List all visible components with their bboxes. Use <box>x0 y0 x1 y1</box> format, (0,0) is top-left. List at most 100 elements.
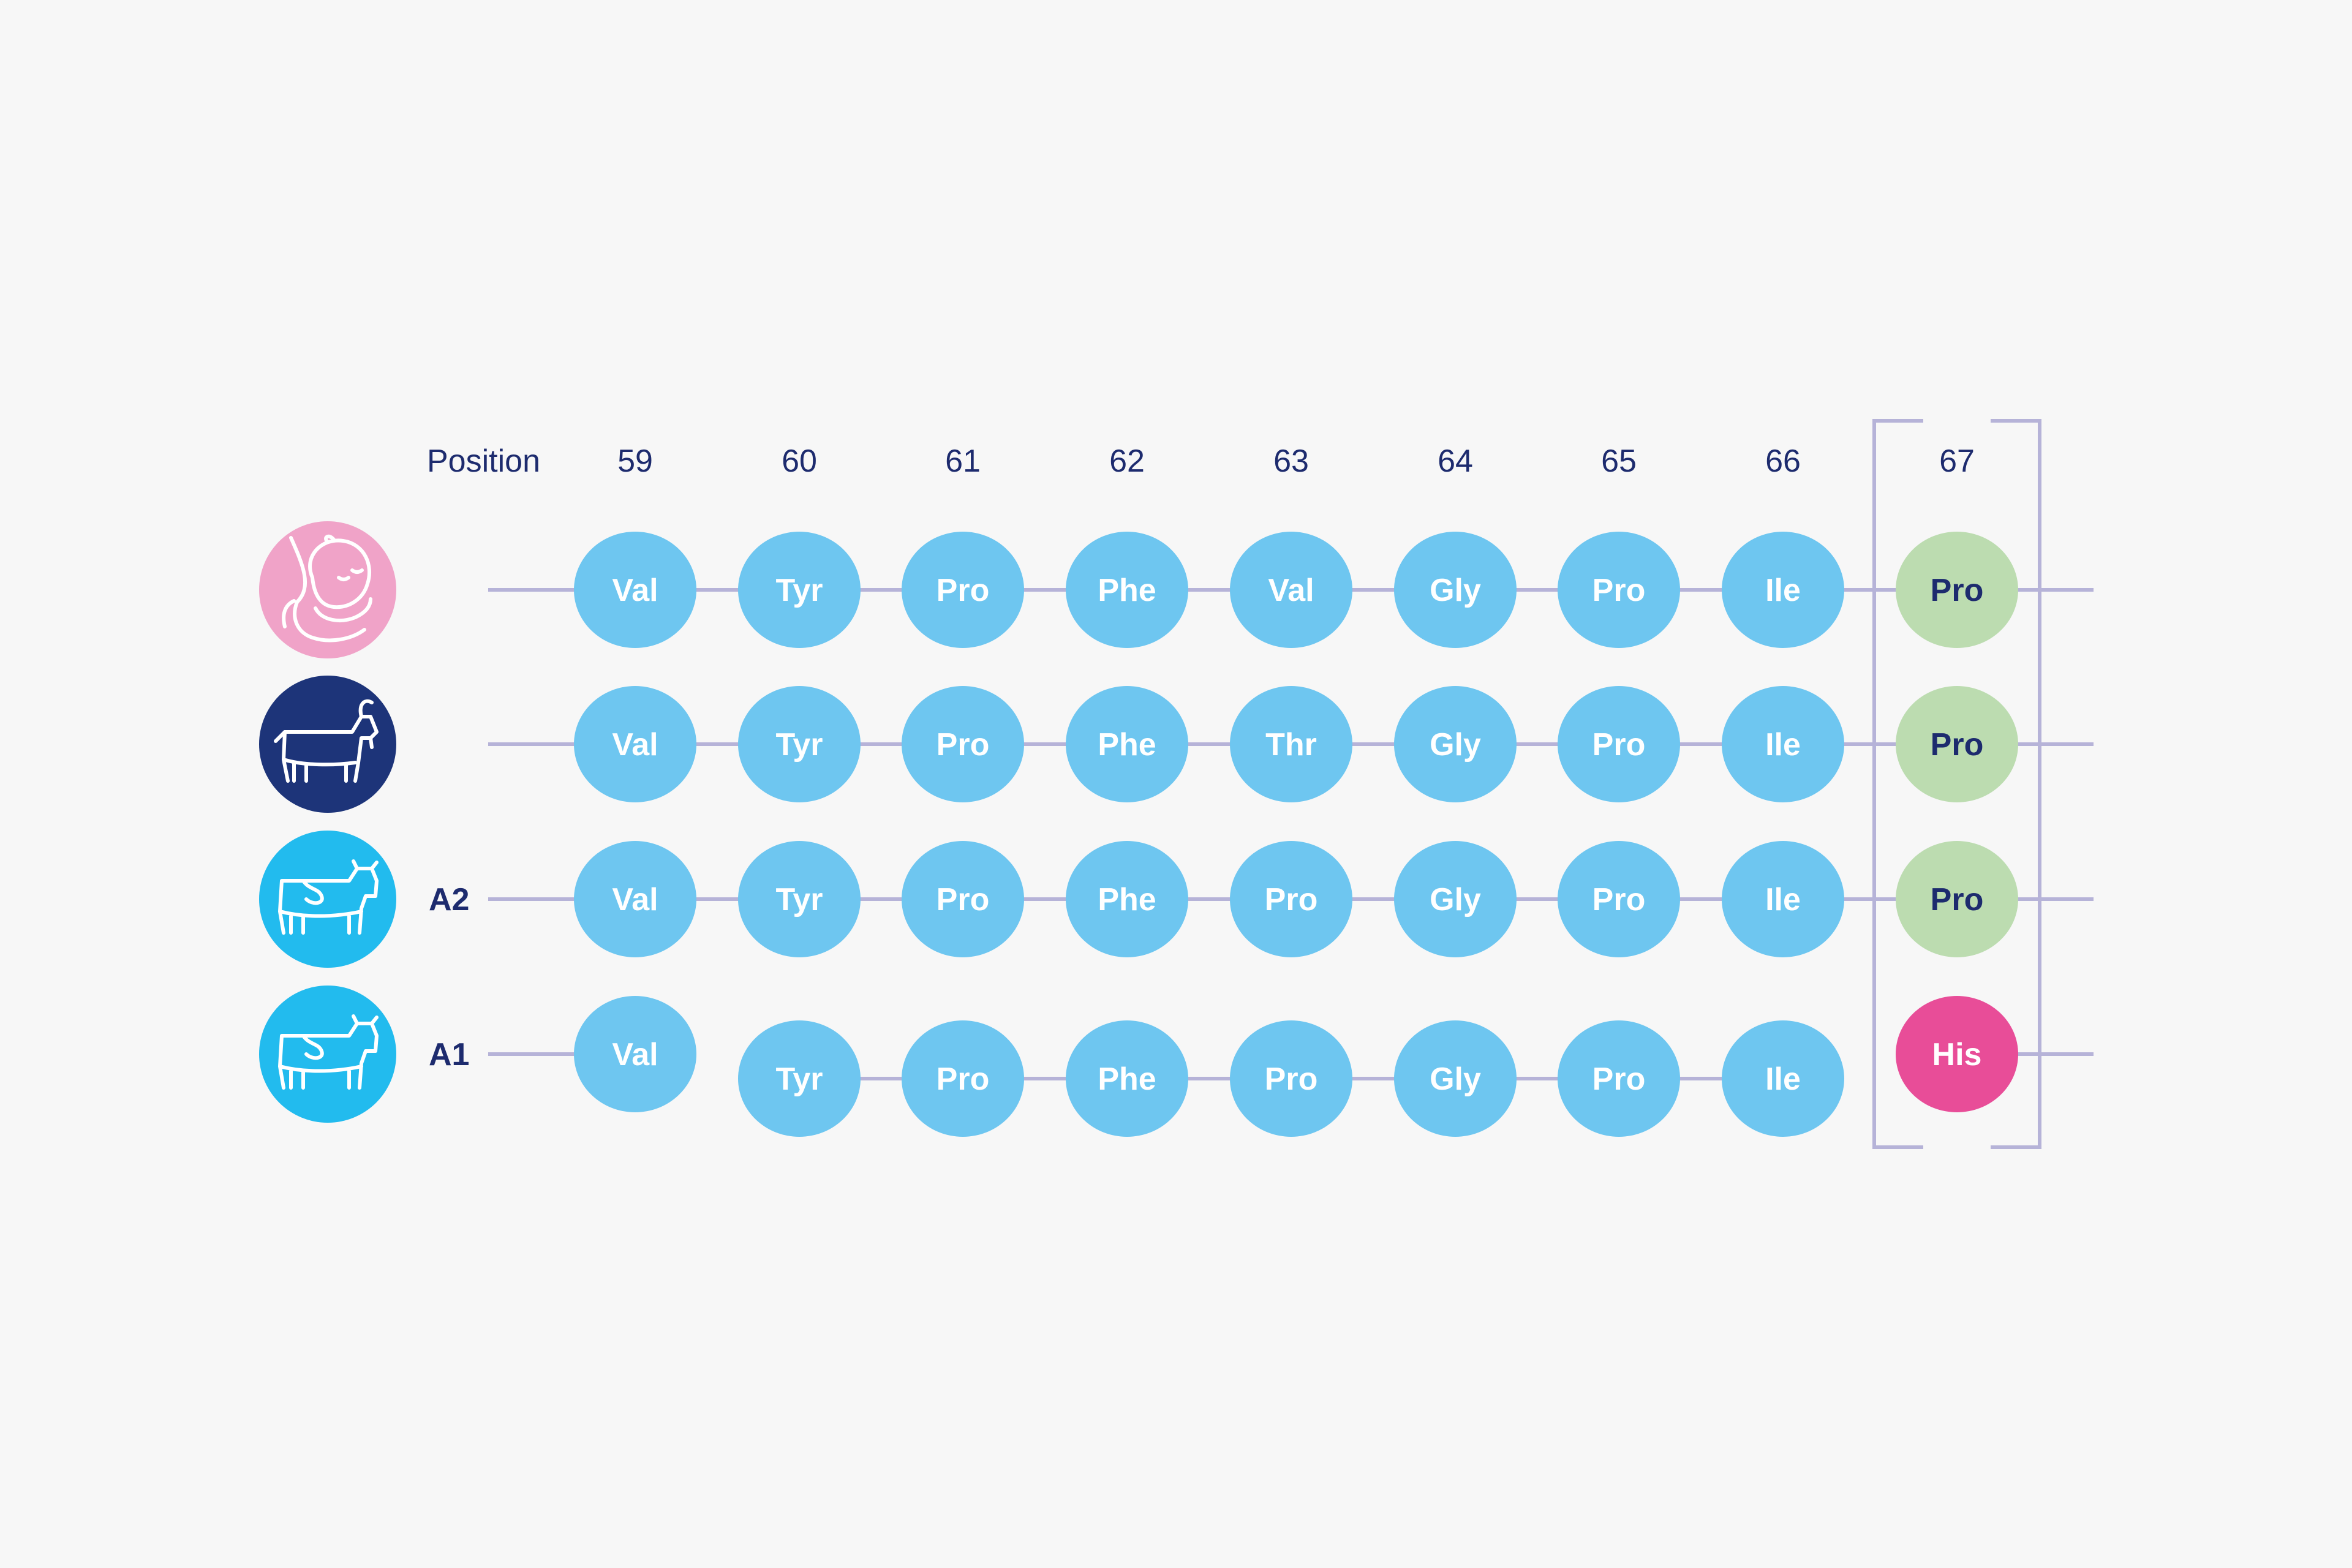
position-67-bracket <box>1872 419 2041 1149</box>
residue-label: Pro <box>1931 573 1984 608</box>
sequence-row: Val Tyr Pro Phe Val Gly Pro Ile Pro <box>488 532 2094 648</box>
position-number: 60 <box>782 443 817 479</box>
sequence-rows: Val Tyr Pro Phe Val Gly Pro Ile Pro Val Tyr Pro Phe T… <box>429 532 2094 1137</box>
residue-label: Pro <box>937 1061 990 1097</box>
residue-label: Gly <box>1430 1061 1481 1097</box>
position-header-label: Position <box>427 443 540 479</box>
residue-node <box>1722 532 1844 648</box>
residue-node <box>574 996 696 1112</box>
residue-label: Pro <box>1593 727 1646 763</box>
residue-node <box>1722 1020 1844 1137</box>
cow-icon <box>278 1014 379 1090</box>
residue-label: Pro <box>937 882 990 918</box>
sequence-row: A1 Val Tyr Pro Phe Pro Gly Pro Ile His <box>429 996 2094 1137</box>
residue-label: Val <box>612 1037 658 1072</box>
residue-label: Thr <box>1265 727 1317 763</box>
residue-node <box>738 532 861 648</box>
residue-label: Pro <box>1593 1061 1646 1097</box>
residue-label: Pro <box>1593 882 1646 918</box>
residue-label: Phe <box>1098 1061 1156 1097</box>
residue-node <box>1394 686 1517 802</box>
variant-label: A1 <box>429 1037 469 1072</box>
cow-a2-source-icon <box>259 831 396 968</box>
position-number: 62 <box>1109 443 1145 479</box>
residue-node <box>1066 686 1188 802</box>
residue-label: Pro <box>937 573 990 608</box>
residue-node <box>1066 532 1188 648</box>
residue-node <box>1896 686 2018 802</box>
position-number: 61 <box>945 443 981 479</box>
sequence-row: Val Tyr Pro Phe Thr Gly Pro Ile Pro <box>488 686 2094 802</box>
residue-label: Phe <box>1098 882 1156 918</box>
residue-node <box>574 841 696 957</box>
residue-node <box>902 686 1024 802</box>
residue-label: Tyr <box>775 573 823 608</box>
residue-label: Phe <box>1098 727 1156 763</box>
residue-label: Pro <box>1265 1061 1318 1097</box>
position-number: 59 <box>617 443 653 479</box>
residue-label: Val <box>612 882 658 918</box>
position-number: 66 <box>1765 443 1801 479</box>
residue-label: Phe <box>1098 573 1156 608</box>
residue-label: Pro <box>1593 573 1646 608</box>
residue-node <box>1558 841 1680 957</box>
residue-label: Pro <box>1265 882 1318 918</box>
residue-node <box>1558 686 1680 802</box>
residue-node <box>1558 1020 1680 1137</box>
residue-node <box>1230 532 1352 648</box>
position-number: 64 <box>1438 443 1473 479</box>
breastfeeding-baby-icon <box>282 534 372 643</box>
residue-node <box>1896 841 2018 957</box>
residue-node <box>738 1020 861 1137</box>
residue-node <box>1722 841 1844 957</box>
residue-node <box>902 841 1024 957</box>
residue-node <box>1394 841 1517 957</box>
residue-node <box>1722 686 1844 802</box>
residue-label: Ile <box>1765 1061 1801 1097</box>
residue-node <box>574 686 696 802</box>
residue-label: Gly <box>1430 882 1481 918</box>
human-milk-source-icon <box>259 521 396 658</box>
residue-label: Ile <box>1765 573 1801 608</box>
residue-label: Val <box>612 727 658 763</box>
residue-label: Ile <box>1765 727 1801 763</box>
residue-label: Pro <box>1931 882 1984 918</box>
residue-node <box>1230 1020 1352 1137</box>
residue-label: Val <box>1268 573 1314 608</box>
residue-node <box>902 532 1024 648</box>
variant-label: A2 <box>429 882 469 918</box>
residue-node <box>1066 841 1188 957</box>
residue-label: Pro <box>1931 727 1984 763</box>
residue-label: Gly <box>1430 573 1481 608</box>
residue-label: Pro <box>937 727 990 763</box>
residue-label: Tyr <box>775 882 823 918</box>
position-number: 67 <box>1939 443 1975 479</box>
cow-icon <box>278 859 379 935</box>
residue-label: Ile <box>1765 882 1801 918</box>
sequence-row: A2 Val Tyr Pro Phe Pro Gly Pro Ile Pro <box>429 841 2094 957</box>
residue-node <box>1066 1020 1188 1137</box>
residue-node <box>902 1020 1024 1137</box>
goat-milk-source-icon <box>259 676 396 813</box>
residue-label: Tyr <box>775 1061 823 1097</box>
residue-node <box>1558 532 1680 648</box>
residue-node <box>1896 996 2018 1112</box>
goat-icon <box>274 699 379 783</box>
residue-node <box>1230 686 1352 802</box>
residue-node <box>1394 532 1517 648</box>
residue-node <box>1230 841 1352 957</box>
residue-node <box>738 686 861 802</box>
residue-node <box>1394 1020 1517 1137</box>
cow-a1-source-icon <box>259 986 396 1123</box>
residue-node <box>1896 532 2018 648</box>
position-numbers: 59 60 61 62 63 64 65 66 67 <box>617 443 1975 479</box>
residue-node <box>738 841 861 957</box>
position-number: 65 <box>1601 443 1637 479</box>
position-number: 63 <box>1273 443 1309 479</box>
residue-label: His <box>1932 1037 1982 1072</box>
residue-label: Val <box>612 573 658 608</box>
residue-node <box>574 532 696 648</box>
residue-label: Gly <box>1430 727 1481 763</box>
